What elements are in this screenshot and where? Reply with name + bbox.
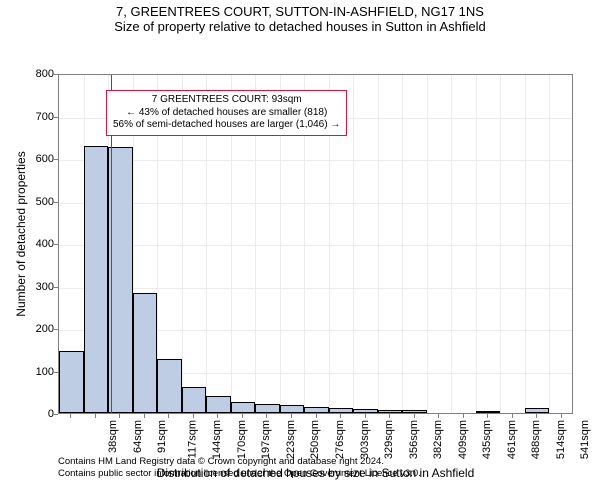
- x-tick-label: 223sqm: [285, 420, 297, 459]
- x-tick-label: 356sqm: [408, 420, 420, 459]
- x-tick-mark: [340, 414, 341, 418]
- y-tick-label: 300: [36, 281, 54, 293]
- y-tick-label: 600: [36, 153, 54, 165]
- y-tick-mark: [54, 159, 58, 160]
- gridline-v: [500, 75, 501, 413]
- x-tick-label: 276sqm: [334, 420, 346, 459]
- gridline-v: [525, 75, 526, 413]
- chart-titles: 7, GREENTREES COURT, SUTTON-IN-ASHFIELD,…: [0, 0, 600, 34]
- x-tick-label: 435sqm: [481, 420, 493, 459]
- x-tick-label: 382sqm: [432, 420, 444, 459]
- histogram-bar: [231, 402, 256, 413]
- gridline-v: [451, 75, 452, 413]
- x-tick-mark: [463, 414, 464, 418]
- histogram-bar: [59, 351, 84, 413]
- x-tick-mark: [512, 414, 513, 418]
- x-tick-mark: [414, 414, 415, 418]
- x-tick-label: 514sqm: [555, 420, 567, 459]
- histogram-bar: [378, 410, 403, 413]
- x-tick-label: 541sqm: [579, 420, 591, 459]
- x-tick-mark: [242, 414, 243, 418]
- x-tick-mark: [266, 414, 267, 418]
- callout-line-1: 7 GREENTREES COURT: 93sqm: [113, 94, 340, 107]
- histogram-bar: [255, 404, 280, 413]
- callout-line-3: 56% of semi-detached houses are larger (…: [113, 119, 340, 132]
- histogram-bar: [84, 146, 109, 413]
- x-tick-mark: [119, 414, 120, 418]
- footer-line-1: Contains HM Land Registry data © Crown c…: [58, 456, 421, 468]
- y-axis-label: Number of detached properties: [14, 134, 28, 334]
- gridline-v: [402, 75, 403, 413]
- x-tick-mark: [438, 414, 439, 418]
- x-tick-mark: [389, 414, 390, 418]
- callout-box: 7 GREENTREES COURT: 93sqm← 43% of detach…: [106, 90, 347, 136]
- x-tick-mark: [95, 414, 96, 418]
- x-tick-label: 38sqm: [107, 420, 119, 453]
- y-tick-mark: [54, 244, 58, 245]
- gridline-v: [549, 75, 550, 413]
- histogram-bar: [304, 407, 329, 413]
- y-tick-label: 700: [36, 111, 54, 123]
- y-tick-mark: [54, 414, 58, 415]
- y-tick-label: 200: [36, 323, 54, 335]
- gridline-v: [353, 75, 354, 413]
- y-tick-label: 800: [36, 68, 54, 80]
- footer-line-2: Contains public sector information licen…: [58, 468, 421, 480]
- x-tick-mark: [144, 414, 145, 418]
- y-tick-mark: [54, 117, 58, 118]
- y-tick-label: 500: [36, 196, 54, 208]
- x-tick-mark: [561, 414, 562, 418]
- x-tick-label: 250sqm: [310, 420, 322, 459]
- histogram-bar: [476, 411, 501, 413]
- gridline-h: [59, 160, 572, 161]
- gridline-h: [59, 245, 572, 246]
- x-tick-label: 488sqm: [530, 420, 542, 459]
- x-tick-mark: [316, 414, 317, 418]
- x-tick-label: 303sqm: [359, 420, 371, 459]
- x-tick-label: 409sqm: [457, 420, 469, 459]
- x-tick-label: 64sqm: [132, 420, 144, 453]
- y-tick-label: 100: [36, 366, 54, 378]
- y-tick-mark: [54, 372, 58, 373]
- x-tick-mark: [217, 414, 218, 418]
- x-tick-mark: [193, 414, 194, 418]
- gridline-v: [427, 75, 428, 413]
- histogram-bar: [402, 410, 427, 413]
- histogram-bar: [280, 405, 305, 413]
- y-tick-label: 400: [36, 238, 54, 250]
- histogram-bar: [182, 387, 207, 413]
- x-tick-label: 144sqm: [211, 420, 223, 459]
- x-tick-label: 329sqm: [383, 420, 395, 459]
- y-tick-mark: [54, 329, 58, 330]
- histogram-bar: [108, 147, 133, 413]
- attribution-footer: Contains HM Land Registry data © Crown c…: [58, 456, 421, 480]
- y-tick-mark: [54, 202, 58, 203]
- x-tick-label: 91sqm: [156, 420, 168, 453]
- x-tick-mark: [70, 414, 71, 418]
- x-tick-mark: [487, 414, 488, 418]
- histogram-bar: [525, 408, 550, 413]
- gridline-v: [476, 75, 477, 413]
- title-main: 7, GREENTREES COURT, SUTTON-IN-ASHFIELD,…: [0, 4, 600, 19]
- histogram-bar: [353, 409, 378, 413]
- y-tick-mark: [54, 74, 58, 75]
- title-sub: Size of property relative to detached ho…: [0, 19, 600, 34]
- x-tick-label: 170sqm: [236, 420, 248, 459]
- x-tick-label: 117sqm: [186, 420, 198, 458]
- x-tick-label: 197sqm: [261, 420, 273, 459]
- histogram-bar: [329, 408, 354, 413]
- histogram-bar: [157, 359, 182, 413]
- histogram-bar: [206, 396, 231, 413]
- x-tick-mark: [365, 414, 366, 418]
- gridline-h: [59, 288, 572, 289]
- gridline-v: [378, 75, 379, 413]
- callout-line-2: ← 43% of detached houses are smaller (81…: [113, 107, 340, 120]
- x-tick-mark: [291, 414, 292, 418]
- x-tick-label: 461sqm: [506, 420, 518, 459]
- x-tick-mark: [536, 414, 537, 418]
- y-tick-mark: [54, 287, 58, 288]
- x-tick-mark: [168, 414, 169, 418]
- gridline-h: [59, 203, 572, 204]
- histogram-bar: [133, 293, 158, 413]
